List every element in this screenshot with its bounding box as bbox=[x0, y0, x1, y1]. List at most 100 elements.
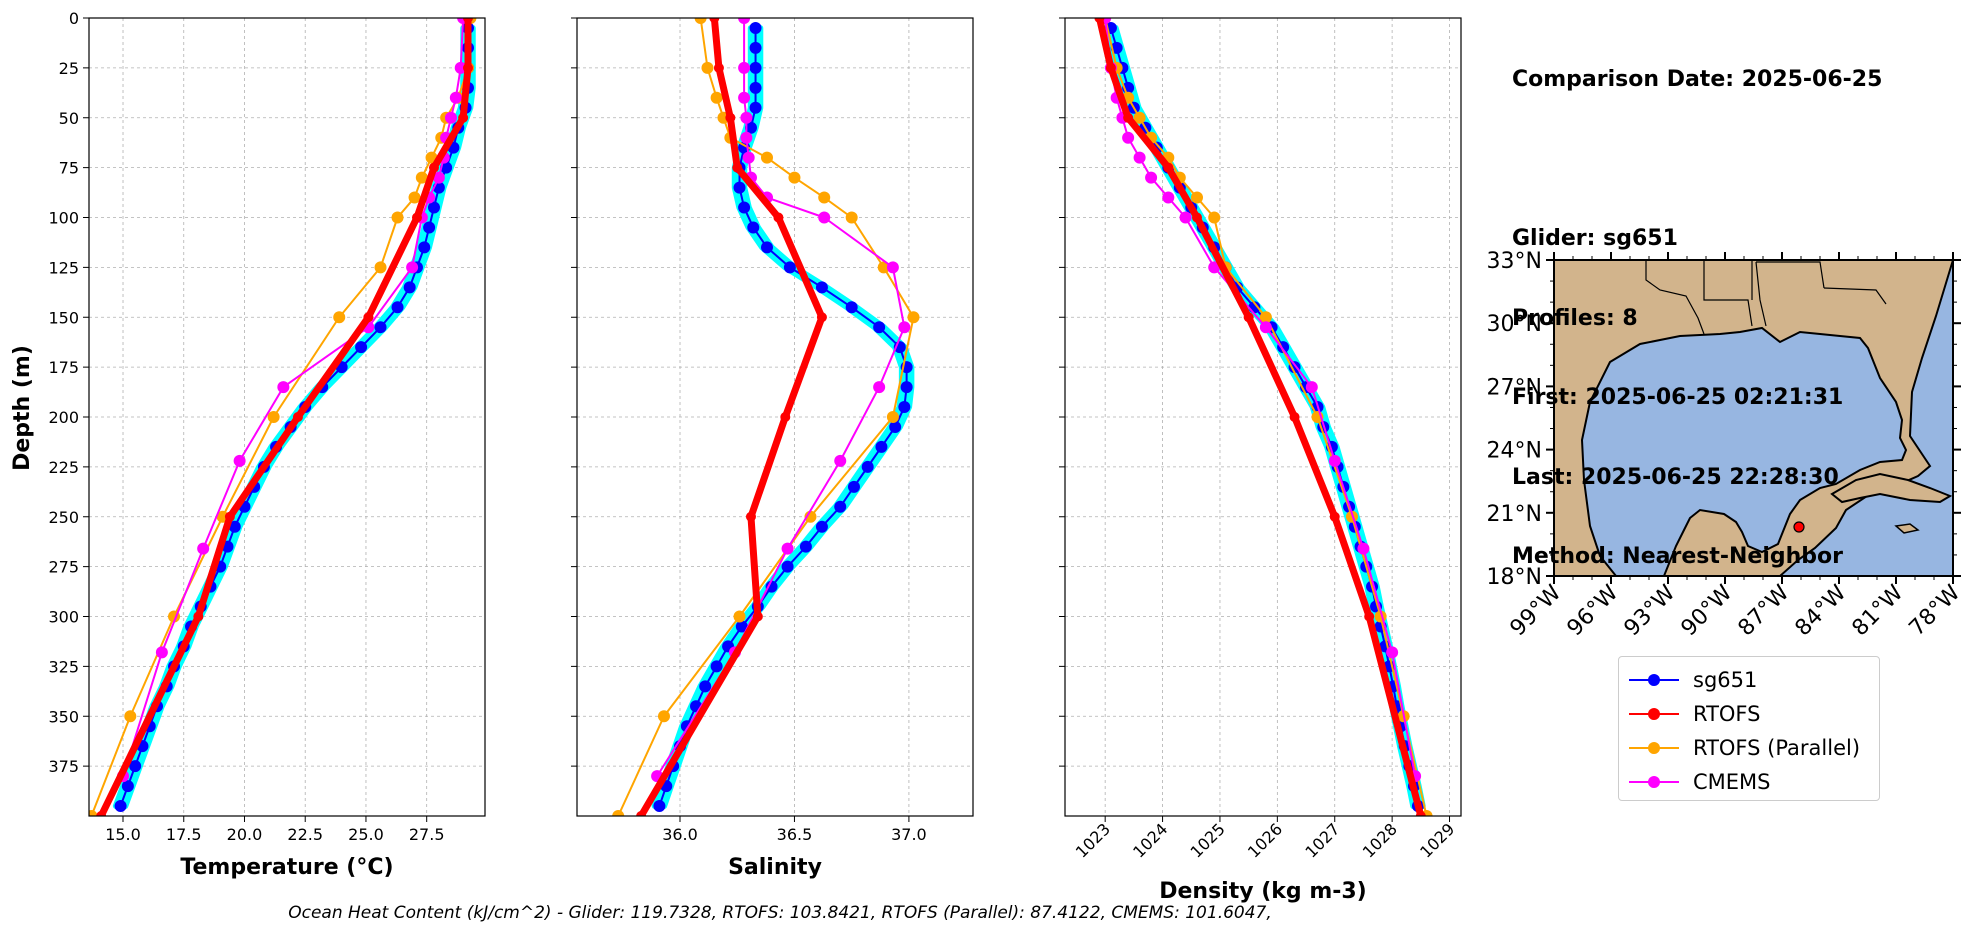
data-point-cmems bbox=[818, 211, 831, 224]
lat-tick-label: 21°N bbox=[1487, 502, 1542, 527]
x-tick-label: 36.0 bbox=[662, 825, 698, 844]
data-point-rtofs-parallel bbox=[907, 311, 920, 324]
temperature-xlabel: Temperature (°C) bbox=[180, 855, 393, 880]
series-line-rtofs-parallel bbox=[1104, 18, 1428, 816]
data-point-rtofs bbox=[1243, 312, 1254, 323]
legend-swatch bbox=[1629, 704, 1679, 724]
data-point-sg651 bbox=[845, 301, 858, 314]
data-point-rtofs bbox=[1123, 112, 1134, 123]
data-point-sg651 bbox=[355, 341, 368, 354]
x-tick-label: 1025 bbox=[1187, 819, 1229, 861]
data-point-rtofs-parallel bbox=[1133, 111, 1146, 124]
x-tick-label: 25.0 bbox=[348, 825, 384, 844]
data-point-cmems bbox=[1259, 321, 1272, 334]
data-point-rtofs-parallel bbox=[710, 91, 723, 104]
data-point-rtofs bbox=[193, 611, 204, 622]
data-point-cmems bbox=[740, 111, 753, 124]
legend-item-rtofs-parallel: RTOFS (Parallel) bbox=[1629, 731, 1879, 765]
data-point-sg651 bbox=[427, 201, 440, 214]
ocean-heat-content-footer: Ocean Heat Content (kJ/cm^2) - Glider: 1… bbox=[288, 903, 1272, 923]
jamaica bbox=[1894, 523, 1920, 534]
data-point-cmems bbox=[277, 381, 290, 394]
data-point-sg651 bbox=[749, 101, 762, 114]
legend-label: RTOFS bbox=[1693, 702, 1761, 726]
data-point-rtofs bbox=[1289, 412, 1300, 422]
data-point-sg651 bbox=[391, 301, 404, 314]
data-point-cmems bbox=[898, 321, 911, 334]
series-line-cmems bbox=[656, 18, 906, 777]
y-tick-label: 150 bbox=[48, 308, 79, 327]
data-point-rtofs bbox=[709, 18, 720, 23]
data-point-rtofs bbox=[1094, 18, 1105, 23]
info-panel: Comparison Date: 2025-06-25 Glider: sg65… bbox=[1512, 14, 1882, 597]
data-point-sg651 bbox=[898, 401, 911, 414]
data-point-cmems bbox=[1386, 646, 1399, 659]
data-point-sg651 bbox=[749, 81, 762, 94]
data-point-cmems bbox=[738, 18, 751, 24]
data-point-rtofs-parallel bbox=[124, 710, 137, 723]
salinity-panel: 36.0 36.5 37.0 bbox=[571, 17, 974, 844]
method: Method: Nearest-Neighbor bbox=[1512, 544, 1843, 569]
data-point-sg651 bbox=[749, 61, 762, 74]
salinity-xlabel: Salinity bbox=[728, 855, 822, 880]
data-point-cmems bbox=[1305, 381, 1318, 394]
data-point-rtofs bbox=[1415, 811, 1426, 816]
data-point-rtofs bbox=[1192, 212, 1202, 223]
data-point-rtofs-parallel bbox=[877, 261, 890, 274]
y-tick-label: 200 bbox=[48, 408, 79, 427]
series-line-cmems bbox=[1104, 18, 1417, 777]
data-point-rtofs bbox=[725, 112, 736, 123]
data-point-sg651 bbox=[418, 241, 431, 254]
data-point-cmems bbox=[738, 61, 751, 74]
data-point-sg651 bbox=[423, 221, 436, 234]
data-point-sg651 bbox=[873, 321, 886, 334]
x-tick-label: 1023 bbox=[1072, 819, 1114, 861]
data-point-sg651 bbox=[783, 261, 796, 274]
data-point-sg651 bbox=[847, 480, 860, 493]
data-point-cmems bbox=[1328, 454, 1341, 467]
data-point-rtofs-parallel bbox=[612, 810, 625, 816]
data-point-rtofs bbox=[292, 412, 303, 422]
data-point-rtofs bbox=[411, 212, 422, 223]
data-point-cmems bbox=[233, 454, 246, 467]
state-borders bbox=[1645, 260, 1887, 335]
lat-tick-label: 27°N bbox=[1487, 375, 1542, 400]
last-time: Last: 2025-06-25 22:28:30 bbox=[1512, 464, 1839, 490]
data-point-sg651 bbox=[374, 321, 387, 334]
data-point-rtofs bbox=[96, 811, 107, 816]
density-xlabel: Density (kg m-3) bbox=[1159, 879, 1367, 904]
data-point-rtofs bbox=[462, 18, 473, 23]
data-point-cmems bbox=[834, 454, 847, 467]
data-point-sg651 bbox=[749, 21, 762, 34]
data-point-sg651 bbox=[699, 680, 712, 693]
x-tick-label: 1027 bbox=[1301, 819, 1343, 861]
x-tick-label: 22.5 bbox=[287, 825, 323, 844]
data-point-cmems bbox=[738, 91, 751, 104]
x-tick-label: 37.0 bbox=[891, 825, 927, 844]
data-point-cmems bbox=[742, 151, 755, 164]
series-line-rtofs-parallel bbox=[90, 18, 472, 816]
legend: sg651 RTOFS RTOFS (Parallel) CMEMS bbox=[1618, 656, 1880, 801]
data-point-rtofs-parallel bbox=[333, 311, 346, 324]
data-point-rtofs bbox=[462, 62, 473, 73]
legend-swatch bbox=[1629, 772, 1679, 792]
series-line-rtofs bbox=[98, 18, 472, 816]
data-point-rtofs-parallel bbox=[1208, 211, 1221, 224]
y-tick-label: 75 bbox=[59, 159, 79, 178]
lat-tick-label: 33°N bbox=[1487, 249, 1542, 274]
legend-item-cmems: CMEMS bbox=[1629, 765, 1879, 799]
legend-label: sg651 bbox=[1693, 668, 1758, 692]
data-point-sg651 bbox=[733, 181, 746, 194]
data-point-cmems bbox=[1145, 171, 1158, 184]
data-point-cmems bbox=[1357, 542, 1370, 555]
data-point-sg651 bbox=[403, 281, 416, 294]
x-tick-label: 1024 bbox=[1129, 819, 1171, 861]
lat-tick-label: 18°N bbox=[1487, 565, 1542, 590]
data-point-rtofs bbox=[1105, 62, 1116, 73]
data-point-cmems bbox=[155, 646, 168, 659]
data-point-rtofs-parallel bbox=[89, 810, 98, 816]
lat-tick-label: 30°N bbox=[1487, 312, 1542, 337]
y-tick-label: 50 bbox=[59, 109, 79, 128]
data-point-rtofs bbox=[458, 112, 469, 123]
